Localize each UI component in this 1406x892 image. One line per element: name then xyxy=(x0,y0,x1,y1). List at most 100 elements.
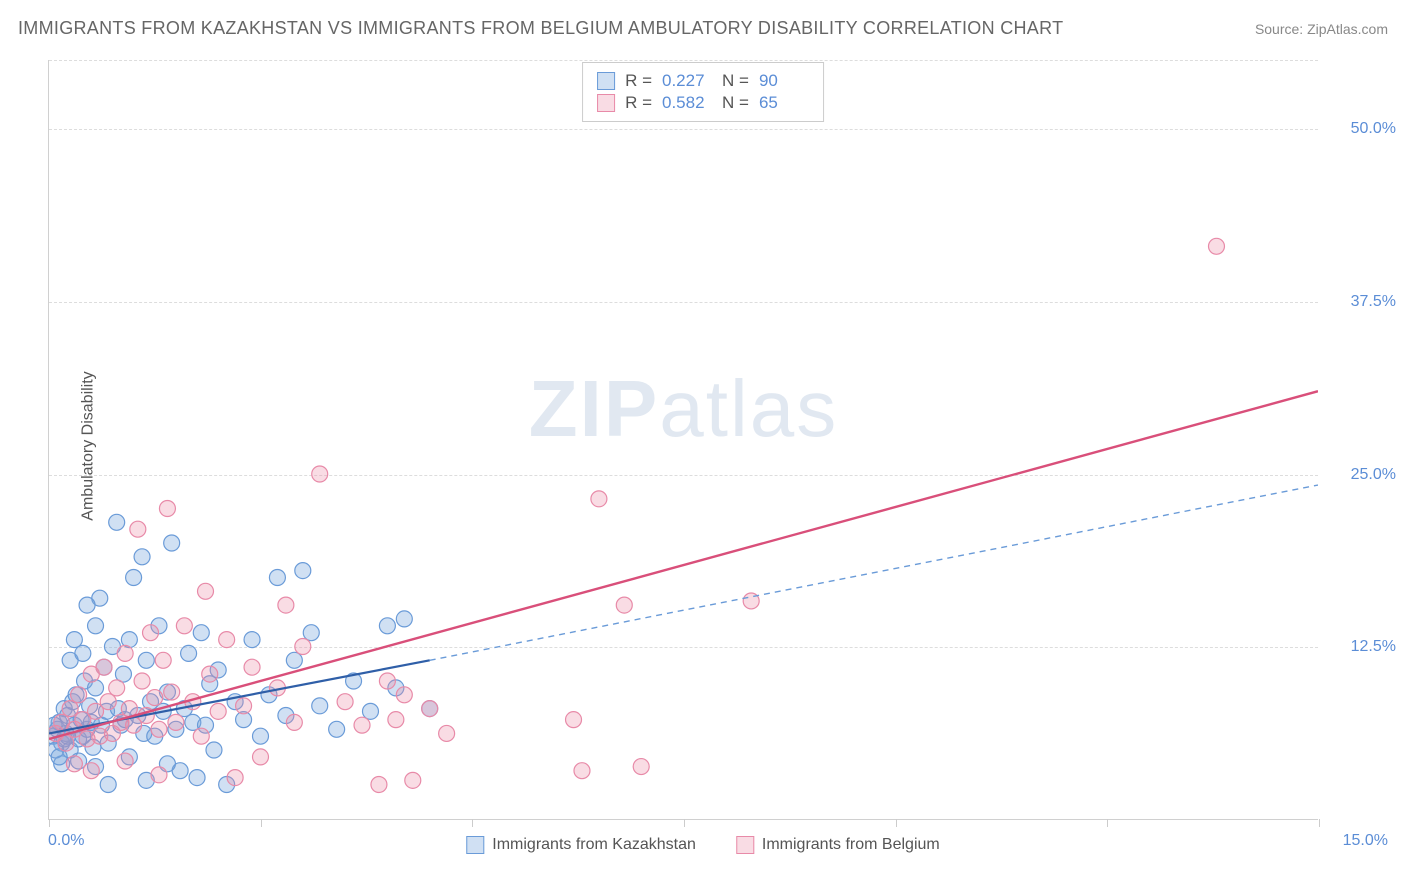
data-point xyxy=(126,570,142,586)
data-point xyxy=(75,645,91,661)
y-tick-label: 50.0% xyxy=(1326,120,1396,138)
data-point xyxy=(286,652,302,668)
data-point xyxy=(66,756,82,772)
data-point xyxy=(422,701,438,717)
source-label: Source: ZipAtlas.com xyxy=(1255,21,1388,37)
data-point xyxy=(616,597,632,613)
n-value-kazakhstan: 90 xyxy=(759,71,809,91)
plot-area: ZIPatlas 12.5%25.0%37.5%50.0% xyxy=(48,60,1318,820)
data-point xyxy=(379,618,395,634)
data-point xyxy=(151,767,167,783)
data-point xyxy=(354,717,370,733)
y-tick-label: 37.5% xyxy=(1326,293,1396,311)
x-axis-start-label: 0.0% xyxy=(48,832,84,850)
data-point xyxy=(147,690,163,706)
data-point xyxy=(176,618,192,634)
data-point xyxy=(362,703,378,719)
data-point xyxy=(198,583,214,599)
data-point xyxy=(117,753,133,769)
data-point xyxy=(96,659,112,675)
data-point xyxy=(168,714,184,730)
x-tick xyxy=(49,819,50,827)
x-tick xyxy=(1107,819,1108,827)
chart-title: IMMIGRANTS FROM KAZAKHSTAN VS IMMIGRANTS… xyxy=(18,18,1063,39)
data-point xyxy=(633,759,649,775)
stats-row-belgium: R = 0.582 N = 65 xyxy=(597,93,809,113)
data-point xyxy=(566,712,582,728)
data-point xyxy=(278,597,294,613)
x-axis-end-label: 15.0% xyxy=(1343,832,1388,850)
data-point xyxy=(269,570,285,586)
data-point xyxy=(337,694,353,710)
r-label: R = xyxy=(625,71,652,91)
data-point xyxy=(210,703,226,719)
data-point xyxy=(396,687,412,703)
x-tick xyxy=(684,819,685,827)
x-tick xyxy=(261,819,262,827)
data-point xyxy=(151,721,167,737)
data-point xyxy=(202,666,218,682)
data-point xyxy=(109,514,125,530)
data-point xyxy=(329,721,345,737)
data-point xyxy=(388,712,404,728)
data-point xyxy=(130,521,146,537)
y-tick-label: 12.5% xyxy=(1326,638,1396,656)
data-point xyxy=(236,698,252,714)
x-tick xyxy=(1319,819,1320,827)
data-point xyxy=(134,673,150,689)
data-point xyxy=(193,728,209,744)
data-point xyxy=(71,687,87,703)
data-point xyxy=(312,698,328,714)
data-point xyxy=(164,684,180,700)
data-point xyxy=(286,714,302,730)
data-point xyxy=(303,625,319,641)
data-point xyxy=(100,777,116,793)
data-point xyxy=(379,673,395,689)
n-value-belgium: 65 xyxy=(759,93,809,113)
legend-swatch-belgium-icon xyxy=(736,836,754,854)
data-point xyxy=(253,728,269,744)
data-point xyxy=(134,549,150,565)
data-point xyxy=(164,535,180,551)
legend-item-belgium: Immigrants from Belgium xyxy=(736,836,940,854)
regression-line xyxy=(49,391,1318,739)
x-tick xyxy=(896,819,897,827)
data-point xyxy=(371,777,387,793)
legend-item-kazakhstan: Immigrants from Kazakhstan xyxy=(466,836,696,854)
r-value-belgium: 0.582 xyxy=(662,93,712,113)
data-point xyxy=(100,694,116,710)
stats-row-kazakhstan: R = 0.227 N = 90 xyxy=(597,71,809,91)
scatter-chart-svg xyxy=(49,60,1318,819)
swatch-belgium-icon xyxy=(597,94,615,112)
data-point xyxy=(219,632,235,648)
legend-label-kazakhstan: Immigrants from Kazakhstan xyxy=(492,836,696,854)
data-point xyxy=(117,645,133,661)
data-point xyxy=(83,763,99,779)
data-point xyxy=(295,639,311,655)
swatch-kazakhstan-icon xyxy=(597,72,615,90)
data-point xyxy=(58,735,74,751)
legend-label-belgium: Immigrants from Belgium xyxy=(762,836,940,854)
data-point xyxy=(181,645,197,661)
regression-line-extension xyxy=(430,485,1318,660)
stats-legend-box: R = 0.227 N = 90 R = 0.582 N = 65 xyxy=(582,62,824,122)
data-point xyxy=(143,625,159,641)
data-point xyxy=(1208,238,1224,254)
data-point xyxy=(189,770,205,786)
data-point xyxy=(206,742,222,758)
data-point xyxy=(155,652,171,668)
data-point xyxy=(396,611,412,627)
data-point xyxy=(227,770,243,786)
n-label: N = xyxy=(722,71,749,91)
data-point xyxy=(66,632,82,648)
n-label: N = xyxy=(722,93,749,113)
x-tick xyxy=(472,819,473,827)
data-point xyxy=(62,701,78,717)
data-point xyxy=(312,466,328,482)
data-point xyxy=(79,597,95,613)
data-point xyxy=(405,772,421,788)
data-point xyxy=(244,632,260,648)
y-tick-label: 25.0% xyxy=(1326,466,1396,484)
data-point xyxy=(88,618,104,634)
data-point xyxy=(253,749,269,765)
